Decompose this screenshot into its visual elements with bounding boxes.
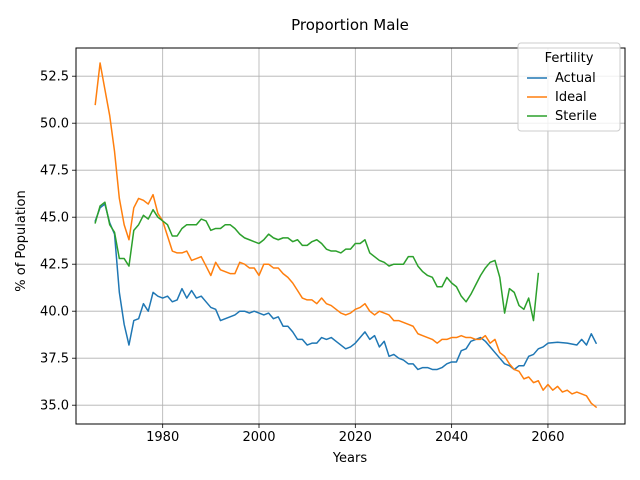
series-line-actual xyxy=(94,203,598,371)
series-line-ideal xyxy=(94,62,598,409)
legend-label-ideal: Ideal xyxy=(555,90,587,105)
legend: Fertility Actual Ideal Sterile xyxy=(517,42,621,132)
y-tick-label: 35.0 xyxy=(40,399,69,414)
plot-area-frame xyxy=(75,47,626,425)
x-tick-label: 1980 xyxy=(146,430,179,445)
x-tick-label: 2020 xyxy=(339,430,372,445)
x-tick-label: 2060 xyxy=(531,430,564,445)
chart-title: Proportion Male xyxy=(291,16,409,34)
legend-box xyxy=(517,42,621,132)
y-tick-label: 52.5 xyxy=(40,70,69,85)
legend-label-sterile: Sterile xyxy=(555,109,597,124)
series-line-sterile xyxy=(94,201,540,322)
y-tick-label: 40.0 xyxy=(40,305,69,320)
y-tick-label: 42.5 xyxy=(40,258,69,273)
x-axis-title: Years xyxy=(332,451,368,466)
legend-label-actual: Actual xyxy=(555,71,596,86)
y-tick-label: 47.5 xyxy=(40,164,69,179)
legend-title: Fertility xyxy=(545,51,594,66)
y-tick-label: 37.5 xyxy=(40,352,69,367)
gridlines xyxy=(76,48,625,424)
y-axis-title: % of Population xyxy=(14,190,29,291)
y-tick-label: 50.0 xyxy=(40,117,69,132)
x-tick-label: 2000 xyxy=(242,430,275,445)
axis-ticks: 1980 2000 2020 2040 2060 35.0 37.5 40.0 42.5 45.0… xyxy=(40,70,564,445)
series-lines xyxy=(94,62,598,409)
x-tick-label: 2040 xyxy=(435,430,468,445)
y-tick-label: 45.0 xyxy=(40,211,69,226)
